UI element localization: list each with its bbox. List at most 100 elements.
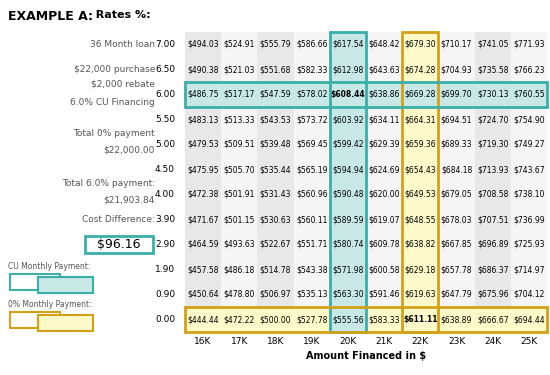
Bar <box>402 107 438 132</box>
Bar <box>294 32 330 57</box>
Text: $582.33: $582.33 <box>296 65 327 74</box>
Text: 2.90: 2.90 <box>155 240 175 249</box>
Bar <box>330 182 366 207</box>
Bar <box>221 132 257 157</box>
Bar <box>185 82 547 107</box>
Bar <box>294 157 330 182</box>
Text: $719.30: $719.30 <box>477 140 508 149</box>
Text: $638.89: $638.89 <box>441 315 472 324</box>
Text: $590.48: $590.48 <box>332 190 364 199</box>
Text: $743.67: $743.67 <box>513 165 544 174</box>
Text: $22,000 purchase: $22,000 purchase <box>74 65 155 74</box>
Text: $647.79: $647.79 <box>441 290 472 299</box>
Bar <box>257 32 294 57</box>
Text: $664.31: $664.31 <box>405 115 436 124</box>
Bar <box>366 282 402 307</box>
Text: EXAMPLE A:: EXAMPLE A: <box>8 10 93 23</box>
Bar <box>330 307 366 332</box>
Text: $96.16: $96.16 <box>97 238 141 251</box>
Bar <box>257 82 294 107</box>
Bar <box>366 132 402 157</box>
Bar <box>475 57 511 82</box>
Bar <box>402 132 438 157</box>
Text: $505.70: $505.70 <box>223 165 255 174</box>
Text: $501.91: $501.91 <box>224 190 255 199</box>
Bar <box>294 307 330 332</box>
Text: $583.33: $583.33 <box>368 315 400 324</box>
Bar <box>185 157 221 182</box>
Bar <box>511 132 547 157</box>
Text: 0% Monthly Payment:: 0% Monthly Payment: <box>8 300 92 309</box>
Bar <box>294 57 330 82</box>
Text: $730.13: $730.13 <box>477 90 508 99</box>
Bar <box>438 57 475 82</box>
Text: $707.51: $707.51 <box>477 215 508 224</box>
Bar <box>330 82 366 107</box>
Bar <box>366 82 402 107</box>
Bar <box>221 307 257 332</box>
Bar <box>294 282 330 307</box>
Text: $578.02: $578.02 <box>296 90 327 99</box>
Text: $741.05: $741.05 <box>477 40 508 49</box>
Bar <box>257 257 294 282</box>
Text: 4.00: 4.00 <box>155 190 175 199</box>
Bar <box>475 232 511 257</box>
Bar <box>10 274 60 290</box>
Text: $599.42: $599.42 <box>332 140 364 149</box>
Bar <box>257 207 294 232</box>
Text: 3.90: 3.90 <box>155 215 175 224</box>
Bar <box>511 232 547 257</box>
Text: $500.00: $500.00 <box>260 315 292 324</box>
Bar <box>185 132 221 157</box>
Bar <box>511 107 547 132</box>
Text: 1.90: 1.90 <box>155 265 175 274</box>
Text: Amount Financed in $: Amount Financed in $ <box>306 351 426 361</box>
Bar <box>438 157 475 182</box>
Bar <box>330 207 366 232</box>
Bar <box>185 207 221 232</box>
Bar <box>185 232 221 257</box>
Text: Total 0% payment: Total 0% payment <box>73 129 155 138</box>
Bar <box>511 157 547 182</box>
Bar <box>402 157 438 182</box>
Text: 23K: 23K <box>448 337 465 346</box>
Text: $638.82: $638.82 <box>405 240 436 249</box>
Bar <box>221 82 257 107</box>
Text: $472.38: $472.38 <box>188 190 219 199</box>
Bar <box>185 57 221 82</box>
Text: $589.59: $589.59 <box>332 215 364 224</box>
Text: $694.51: $694.51 <box>441 115 472 124</box>
Bar <box>185 32 221 57</box>
Text: $475.95: $475.95 <box>188 165 219 174</box>
Bar <box>438 107 475 132</box>
Text: Total 6.0% payment:: Total 6.0% payment: <box>62 180 155 189</box>
Bar <box>511 57 547 82</box>
Text: $479.53: $479.53 <box>188 140 219 149</box>
Text: $704.12: $704.12 <box>513 290 544 299</box>
Bar <box>511 257 547 282</box>
Bar <box>185 107 221 132</box>
Bar <box>38 277 93 293</box>
Text: $678.03: $678.03 <box>441 215 472 224</box>
Text: Cost Difference:: Cost Difference: <box>82 215 155 224</box>
Bar <box>402 182 438 207</box>
Bar <box>402 307 438 332</box>
Bar <box>366 182 402 207</box>
Bar <box>366 157 402 182</box>
Text: $724.70: $724.70 <box>477 115 508 124</box>
Text: $524.91: $524.91 <box>224 40 255 49</box>
Text: $684.18: $684.18 <box>441 165 472 174</box>
Bar <box>366 232 402 257</box>
Text: $608.44: $608.44 <box>331 90 365 99</box>
Bar <box>221 32 257 57</box>
Bar <box>438 307 475 332</box>
Text: 20K: 20K <box>339 337 356 346</box>
Bar <box>294 232 330 257</box>
Bar <box>330 57 366 82</box>
Text: $714.97: $714.97 <box>513 265 544 274</box>
Text: $686.37: $686.37 <box>477 265 508 274</box>
Text: $543.53: $543.53 <box>260 115 292 124</box>
Text: $494.03: $494.03 <box>188 40 219 49</box>
Bar <box>511 207 547 232</box>
Text: $444.44: $444.44 <box>188 315 219 324</box>
